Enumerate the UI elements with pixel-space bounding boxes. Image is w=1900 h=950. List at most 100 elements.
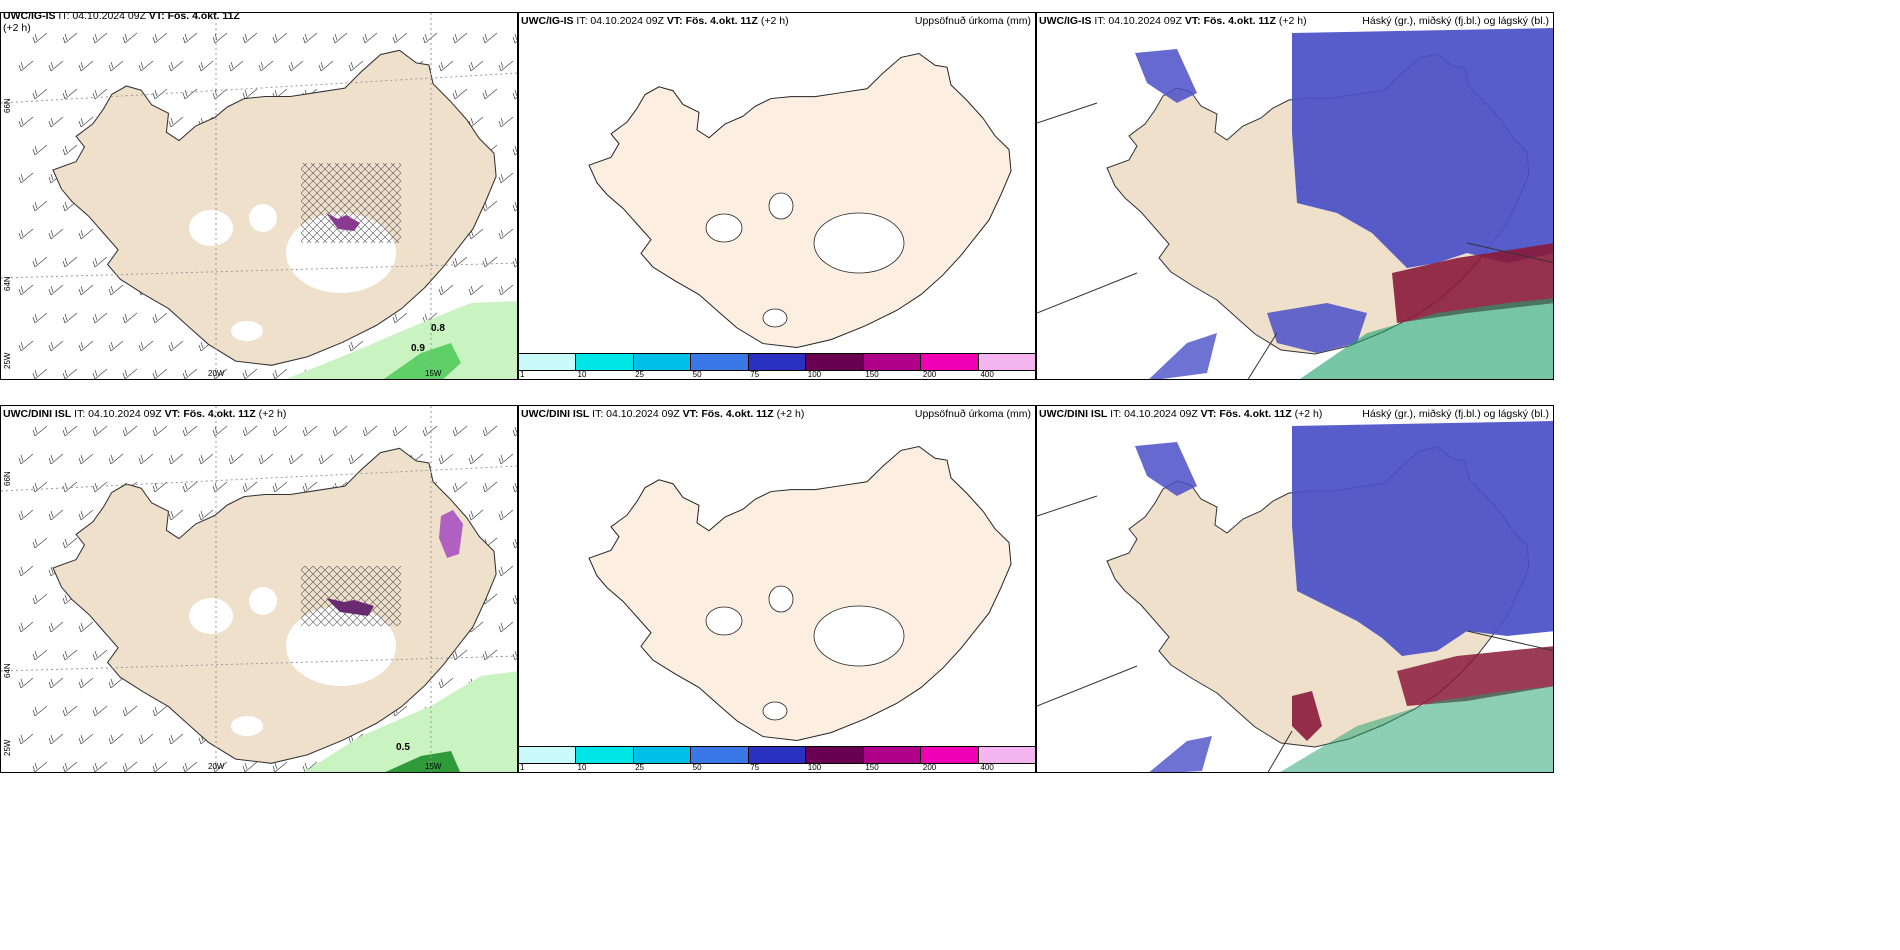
wind-barb (122, 425, 138, 437)
glacier (231, 321, 263, 341)
wind-barb (452, 256, 468, 268)
panel-field-label: Háský (gr.), miðský (fj.bl.) og lágský (… (1362, 15, 1549, 27)
colorbar-tick: 100 (807, 763, 822, 772)
wind-barb (18, 677, 34, 689)
wind-barb (168, 340, 184, 352)
colorbar (519, 353, 1035, 371)
wind-barb (482, 425, 498, 437)
wind-barb (62, 368, 78, 379)
wind-barb (302, 32, 318, 44)
colorbar-cell (921, 354, 979, 370)
wind-barb (498, 116, 514, 128)
wind-barb (62, 144, 78, 156)
wind-barb (78, 677, 94, 689)
wind-barb (498, 60, 514, 72)
low-cloud-area (1135, 442, 1197, 496)
wind-barb (498, 509, 514, 521)
colorbar-tick: 75 (750, 370, 760, 379)
wind-barb (228, 453, 244, 465)
colorbar-cell (978, 354, 1035, 370)
low-cloud-area (1267, 303, 1367, 353)
wind-barb (92, 705, 108, 717)
wind-barb (32, 368, 48, 379)
lon-label: 15W (425, 369, 442, 378)
low-cloud-area (1135, 49, 1197, 103)
lon-label: 20W (208, 369, 225, 378)
border-line (1037, 665, 1138, 707)
wind-barb (152, 481, 168, 493)
precip-green (304, 671, 517, 772)
colorbar-tick: 50 (692, 763, 702, 772)
colorbar-cell (691, 354, 749, 370)
border-line (1247, 332, 1278, 379)
precip-map-panel-ig-is: UWC/IG-IS IT: 04.10.2024 09Z VT: Fös. 4.… (518, 12, 1036, 380)
wind-barb (152, 32, 168, 44)
hatch-area (301, 566, 401, 626)
wind-barb (182, 761, 198, 772)
wind-map-panel-ig-is: UWC/IG-IS IT: 04.10.2024 09Z VT: Fös. 4.… (0, 12, 518, 380)
wind-barb (18, 228, 34, 240)
border-line (1037, 495, 1098, 517)
colorbar-cell (633, 354, 692, 370)
wind-barb (92, 32, 108, 44)
wind-barb (78, 621, 94, 633)
precip-patch (439, 510, 463, 558)
colorbar-tick: 50 (692, 370, 702, 379)
wind-barb (108, 677, 124, 689)
colorbar (519, 746, 1035, 764)
low-cloud-area (1292, 28, 1553, 268)
colorbar-cell (576, 354, 634, 370)
wind-barb (168, 453, 184, 465)
wind-barb (78, 509, 94, 521)
wind-barb (512, 594, 517, 605)
wind-barb (258, 60, 274, 72)
colorbar-cell (691, 747, 749, 763)
wind-barb (62, 256, 78, 268)
wind-barb (212, 425, 228, 437)
wind-barb (438, 453, 454, 465)
wind-barb (452, 425, 468, 437)
colorbar-cell (748, 354, 807, 370)
wind-barb (482, 88, 498, 100)
wind-barb (168, 60, 184, 72)
wind-barb (48, 733, 64, 745)
cloud-map-panel-ig-is: UWC/IG-IS IT: 04.10.2024 09Z VT: Fös. 4.… (1036, 12, 1554, 380)
glacier (705, 213, 743, 243)
high-cloud-area (1280, 686, 1553, 772)
wind-barb (468, 509, 484, 521)
colorbar-tick: 150 (865, 370, 879, 379)
colorbar-tick: 100 (807, 370, 822, 379)
colorbar-tick: 25 (635, 370, 645, 379)
wind-barb (92, 88, 108, 100)
wind-barb (18, 565, 34, 577)
glacier (189, 210, 233, 246)
wind-barb (452, 32, 468, 44)
colorbar-ticks: 1 10 25 50 75 100 150 200 400 (519, 763, 1035, 772)
glacier (189, 598, 233, 634)
wind-barb (242, 761, 258, 772)
low-cloud-area (1292, 421, 1553, 656)
wind-barb (78, 733, 94, 745)
wind-barb (92, 425, 108, 437)
precip-green-dark (383, 343, 461, 379)
wind-barb (242, 88, 258, 100)
panel-title: UWC/IG-IS IT: 04.10.2024 09Z VT: Fös. 4.… (1039, 15, 1307, 27)
glacier (231, 716, 263, 736)
wind-barb (212, 32, 228, 44)
panel-field-label: Uppsöfnuð úrkoma (mm) (914, 15, 1031, 27)
wind-barb (512, 426, 517, 437)
panel-title: UWC/DINI ISL IT: 04.10.2024 09Z VT: Fös.… (1039, 408, 1323, 420)
colorbar-cell (633, 747, 692, 763)
wind-barb (62, 88, 78, 100)
wind-barb (108, 340, 124, 352)
colorbar-cell (863, 747, 922, 763)
low-cloud-area (1149, 736, 1212, 772)
wind-barb (182, 368, 198, 379)
wind-barb (272, 761, 288, 772)
precip-map (588, 52, 1012, 348)
gridline (1, 72, 517, 104)
wind-barb (138, 453, 154, 465)
wind-barb (498, 453, 514, 465)
wind-barb (62, 32, 78, 44)
border-line (1466, 630, 1553, 652)
